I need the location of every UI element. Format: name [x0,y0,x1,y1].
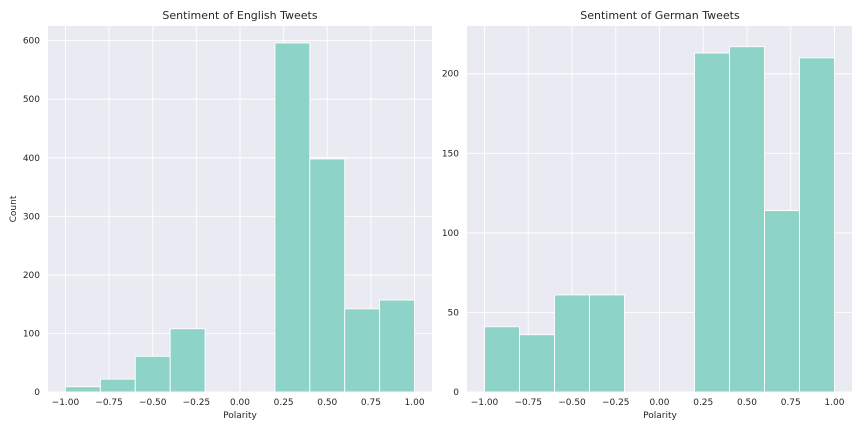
german-x-axis-label: Polarity [643,411,677,421]
english-bars [65,42,415,393]
histogram-bar [519,334,555,393]
y-tick-label: 50 [448,308,460,318]
x-tick-label: −0.25 [183,398,211,408]
english-y-axis-label: Count [9,195,19,222]
german-y-ticks: 0 50 100 150 200 [442,70,459,398]
y-tick-label: 600 [23,37,40,47]
x-tick-label: 0.25 [693,398,713,408]
y-tick-label: 300 [23,212,40,222]
english-y-ticks: 0 100 200 300 400 500 600 [23,37,40,398]
y-tick-label: 150 [442,149,459,159]
histogram-bar [99,378,136,393]
histogram-bar [484,326,520,393]
x-tick-label: 0.25 [274,398,294,408]
german-bars [484,46,835,393]
x-tick-label: −0.50 [558,398,586,408]
x-tick-label: 0.75 [361,398,381,408]
x-tick-label: −0.75 [514,398,542,408]
english-x-ticks: −1.00 −0.75 −0.50 −0.25 0.00 0.25 0.50 0.75 1.00 [52,398,425,408]
x-tick-label: 0.75 [781,398,801,408]
x-tick-label: −0.75 [95,398,123,408]
x-tick-label: 0.00 [649,398,669,408]
histogram-bar [65,386,101,393]
histogram-bar [134,355,171,393]
x-tick-label: 0.50 [737,398,757,408]
histogram-bar [729,46,765,393]
histogram-bar [554,294,590,393]
y-tick-label: 200 [442,70,459,80]
histogram-bar [274,42,311,393]
y-tick-label: 400 [23,154,40,164]
english-chart-title: Sentiment of English Tweets [162,9,317,22]
x-tick-label: 1.00 [405,398,425,408]
histogram-bar [344,308,381,393]
histogram-bar [694,52,730,393]
x-tick-label: 0.50 [317,398,337,408]
x-tick-label: −0.50 [139,398,167,408]
histogram-bar [764,210,800,393]
x-tick-label: −1.00 [52,398,80,408]
x-tick-label: 1.00 [824,398,844,408]
german-chart-title: Sentiment of German Tweets [580,9,740,22]
histogram-bar [309,158,346,393]
x-tick-label: 0.00 [230,398,250,408]
y-tick-label: 0 [453,388,459,398]
english-panel: −1.00 −0.75 −0.50 −0.25 0.00 0.25 0.50 0.75 1.00… [9,9,432,421]
x-tick-label: −1.00 [471,398,499,408]
german-x-ticks: −1.00 −0.75 −0.50 −0.25 0.00 0.25 0.50 0.75 1.00 [471,398,845,408]
y-tick-label: 100 [23,329,40,339]
german-panel: −1.00 −0.75 −0.50 −0.25 0.00 0.25 0.50 0.75 1.00… [442,9,852,421]
y-tick-label: 0 [34,388,40,398]
histogram-bar [169,328,206,393]
y-tick-label: 200 [23,271,40,281]
y-tick-label: 100 [442,229,459,239]
histogram-bar [799,57,835,393]
y-tick-label: 500 [23,95,40,105]
x-tick-label: −0.25 [602,398,630,408]
histogram-bar [589,294,625,393]
histogram-bar [379,299,415,393]
english-x-axis-label: Polarity [223,411,257,421]
